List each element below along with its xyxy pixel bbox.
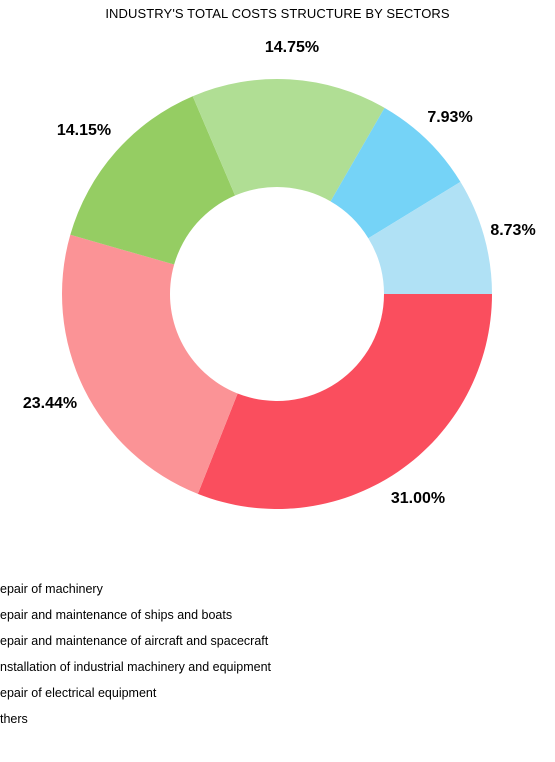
legend-item-4: nstallation of industrial machinery and … — [0, 654, 271, 680]
legend-label-3: epair and maintenance of aircraft and sp… — [0, 634, 269, 648]
legend-label-5: epair of electrical equipment — [0, 686, 157, 700]
legend: epair of machinery epair and maintenance … — [0, 576, 271, 732]
slice-4 — [192, 79, 385, 202]
slice-label-2: 23.44% — [23, 395, 77, 412]
slice-5 — [330, 107, 461, 239]
slice-label-3: 14.15% — [57, 122, 111, 139]
donut-chart: 31.00% 23.44% 14.15% 14.75% 7.93% 8.73% — [23, 39, 536, 509]
legend-label-2: epair and maintenance of ships and boats — [0, 608, 233, 622]
slice-2 — [62, 234, 238, 494]
chart-title: INDUSTRY'S TOTAL COSTS STRUCTURE BY SECT… — [105, 6, 450, 21]
slice-6 — [368, 181, 492, 294]
slice-3 — [70, 96, 236, 265]
slice-1 — [197, 294, 493, 509]
slice-labels: 31.00% 23.44% 14.15% 14.75% 7.93% 8.73% — [23, 39, 536, 507]
legend-label-6: thers — [0, 712, 28, 726]
legend-item-5: epair of electrical equipment — [0, 680, 271, 706]
legend-item-3: epair and maintenance of aircraft and sp… — [0, 628, 271, 654]
slice-label-6: 8.73% — [490, 222, 535, 239]
legend-item-2: epair and maintenance of ships and boats — [0, 602, 271, 628]
legend-label-1: epair of machinery — [0, 582, 103, 596]
slice-label-5: 7.93% — [427, 109, 472, 126]
slice-label-1: 31.00% — [391, 490, 445, 507]
legend-label-4: nstallation of industrial machinery and … — [0, 660, 271, 674]
legend-item-1: epair of machinery — [0, 576, 271, 602]
legend-item-6: thers — [0, 706, 271, 732]
donut-slices — [62, 79, 493, 509]
slice-label-4: 14.75% — [265, 39, 319, 56]
